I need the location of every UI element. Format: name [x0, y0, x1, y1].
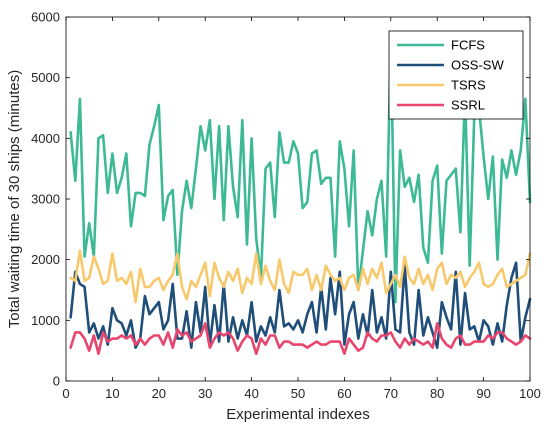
x-tick-label: 40 [244, 386, 258, 401]
x-axis-title: Experimental indexes [226, 406, 369, 423]
x-tick-label: 60 [337, 386, 351, 401]
plot-area [69, 33, 532, 356]
x-tick-label: 10 [105, 386, 119, 401]
y-tick-label: 0 [53, 374, 60, 389]
x-tick-label: 80 [430, 386, 444, 401]
y-tick-label: 5000 [31, 70, 60, 85]
x-tick-label: 90 [476, 386, 490, 401]
legend-label-ssrl: SSRL [451, 98, 485, 113]
x-tick-label: 20 [152, 386, 166, 401]
y-axis-title: Total waiting time of 30 ships (minutes) [6, 70, 23, 328]
y-tick-label: 4000 [31, 131, 60, 146]
x-tick-label: 30 [198, 386, 212, 401]
axes: 0 10 20 30 40 50 60 70 80 90 100010002000300040005… [31, 10, 541, 402]
x-tick-label: 100 [519, 386, 541, 401]
legend: FCFS OSS-SW TSRS SSRL [388, 30, 524, 120]
series-line-tsrs [69, 249, 532, 304]
x-tick-label: 0 [62, 386, 69, 401]
legend-label-fcfs: FCFS [451, 38, 485, 53]
x-tick-label: 70 [384, 386, 398, 401]
y-tick-label: 1000 [31, 313, 60, 328]
legend-label-tsrs: TSRS [451, 78, 486, 93]
series-line-ssrl [69, 322, 532, 356]
y-tick-label: 6000 [31, 10, 60, 25]
series-line-oss-sw [69, 261, 532, 349]
legend-label-oss-sw: OSS-SW [451, 58, 504, 73]
y-tick-label: 3000 [31, 192, 60, 207]
series-line-fcfs [69, 33, 532, 304]
x-tick-label: 50 [291, 386, 305, 401]
y-tick-label: 2000 [31, 252, 60, 267]
